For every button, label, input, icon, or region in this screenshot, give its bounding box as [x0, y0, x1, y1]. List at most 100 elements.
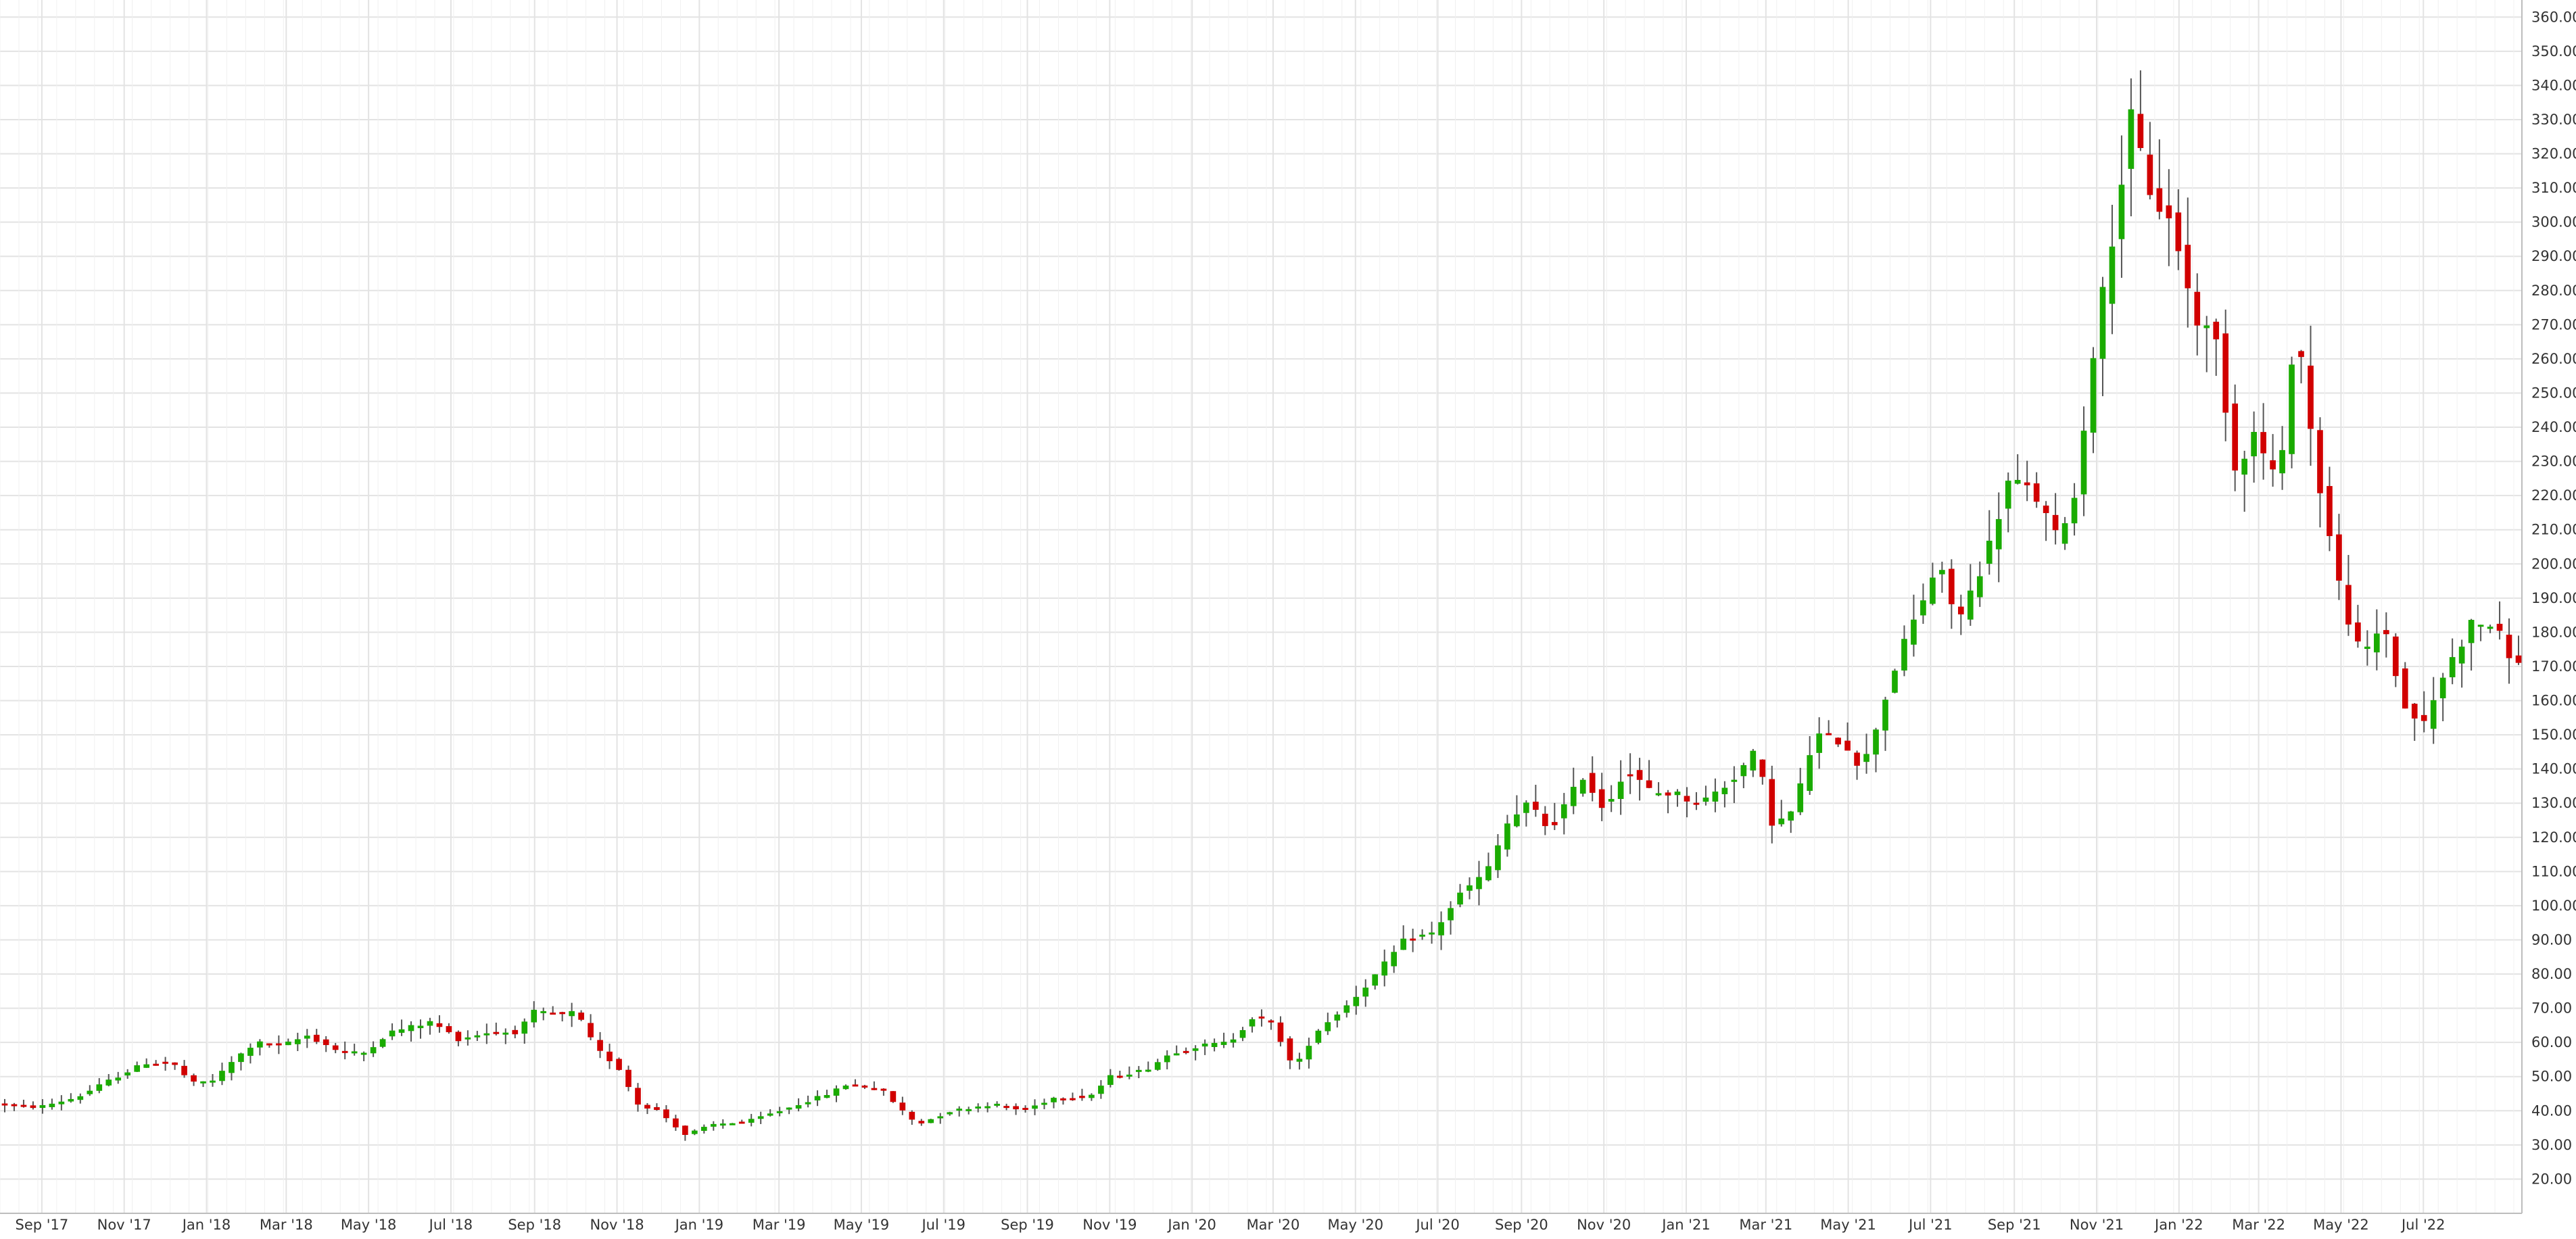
- candle-up: [1362, 988, 1369, 997]
- x-tick-label: May '21: [1820, 1217, 1876, 1233]
- candle-up: [833, 1088, 840, 1096]
- candle-up: [1740, 764, 1747, 777]
- candle-up: [1107, 1075, 1114, 1086]
- candle-down: [1769, 779, 1775, 826]
- candle-down: [191, 1075, 197, 1082]
- candle-up: [464, 1037, 471, 1040]
- x-tick-label: May '22: [2313, 1217, 2369, 1233]
- candle-down: [673, 1118, 679, 1127]
- candle-up: [1523, 802, 1529, 813]
- candle-up: [1807, 755, 1813, 792]
- candle-down: [11, 1104, 18, 1107]
- candle-up: [1901, 639, 1907, 671]
- y-tick-label: 200.00: [2531, 556, 2576, 572]
- candle-up: [1372, 974, 1379, 986]
- candle-up: [776, 1111, 783, 1113]
- candle-up: [1249, 1019, 1256, 1027]
- candle-down: [2213, 321, 2220, 340]
- candle-down: [30, 1105, 37, 1109]
- candle-up: [2241, 458, 2247, 475]
- candle-up: [124, 1072, 131, 1076]
- y-tick-label: 170.00: [2531, 658, 2576, 675]
- candle-up: [2109, 246, 2116, 304]
- candle-up: [1381, 961, 1388, 976]
- candle-down: [446, 1026, 452, 1033]
- candle-up: [2090, 358, 2097, 433]
- candle-up: [2099, 287, 2106, 359]
- candle-up: [77, 1096, 84, 1100]
- candle-up: [1731, 779, 1738, 782]
- candle-up: [1476, 877, 1482, 890]
- candle-up: [994, 1103, 1000, 1106]
- candle-down: [1636, 770, 1643, 780]
- y-tick-label: 40.00: [2531, 1102, 2572, 1119]
- y-tick-label: 190.00: [2531, 590, 2576, 606]
- candle-down: [1003, 1106, 1009, 1109]
- candle-up: [360, 1052, 367, 1055]
- x-tick-label: Jan '20: [1166, 1217, 1216, 1233]
- candle-up: [1816, 733, 1823, 753]
- y-tick-label: 290.00: [2531, 248, 2576, 264]
- candle-up: [1617, 781, 1624, 799]
- candle-up: [304, 1036, 310, 1039]
- y-tick-label: 140.00: [2531, 761, 2576, 777]
- candle-down: [1693, 802, 1700, 805]
- candle-up: [692, 1130, 698, 1134]
- x-tick-label: Nov '21: [2070, 1217, 2124, 1233]
- candle-up: [1448, 908, 1454, 921]
- candle-down: [588, 1023, 594, 1038]
- candle-up: [1514, 814, 1520, 827]
- candle-up: [2430, 700, 2437, 729]
- candle-down: [2327, 486, 2333, 537]
- candle-up: [1419, 934, 1425, 937]
- candle-down: [2137, 114, 2144, 148]
- candle-up: [1967, 590, 1974, 620]
- candle-up: [1051, 1098, 1057, 1102]
- candle-down: [2147, 154, 2153, 195]
- y-tick-label: 180.00: [2531, 624, 2576, 640]
- candle-up: [1930, 577, 1936, 604]
- candle-up: [710, 1123, 717, 1127]
- y-tick-label: 330.00: [2531, 112, 2576, 128]
- candle-down: [1835, 737, 1841, 745]
- candle-up: [1457, 892, 1463, 905]
- candle-down: [1079, 1096, 1085, 1098]
- candle-up: [2468, 620, 2475, 643]
- candle-up: [2279, 450, 2285, 474]
- y-tick-label: 90.00: [2531, 931, 2572, 948]
- candle-down: [2355, 622, 2361, 641]
- candle-up: [928, 1119, 934, 1123]
- candle-up: [540, 1011, 547, 1013]
- candle-up: [2118, 185, 2125, 239]
- x-tick-label: Nov '17: [97, 1217, 151, 1233]
- candle-up: [2080, 431, 2087, 495]
- x-tick-label: Nov '19: [1082, 1217, 1137, 1233]
- candle-up: [229, 1062, 235, 1073]
- y-tick-label: 120.00: [2531, 829, 2576, 846]
- candle-up: [1778, 818, 1785, 825]
- candle-down: [871, 1088, 878, 1090]
- candle-down: [2420, 714, 2427, 721]
- candle-down: [1277, 1022, 1284, 1042]
- candle-up: [2203, 325, 2210, 329]
- y-tick-label: 100.00: [2531, 898, 2576, 914]
- candle-up: [1702, 797, 1709, 802]
- candle-down: [918, 1121, 925, 1124]
- candle-down: [2043, 505, 2049, 514]
- x-tick-label: Jan '21: [1661, 1217, 1711, 1233]
- candle-up: [1192, 1048, 1199, 1051]
- candle-up: [1230, 1039, 1237, 1043]
- x-tick-label: Jul '19: [920, 1217, 965, 1233]
- candle-up: [729, 1123, 736, 1125]
- candle-down: [2383, 630, 2389, 635]
- candle-down: [2270, 460, 2276, 470]
- candle-down: [2515, 655, 2522, 663]
- x-tick-label: Jul '18: [428, 1217, 473, 1233]
- candle-down: [861, 1086, 868, 1088]
- candle-down: [1958, 606, 1964, 614]
- candle-down: [341, 1050, 348, 1053]
- candle-down: [181, 1065, 187, 1075]
- candle-down: [682, 1125, 688, 1135]
- candle-down: [2298, 351, 2304, 358]
- candle-down: [1665, 792, 1671, 796]
